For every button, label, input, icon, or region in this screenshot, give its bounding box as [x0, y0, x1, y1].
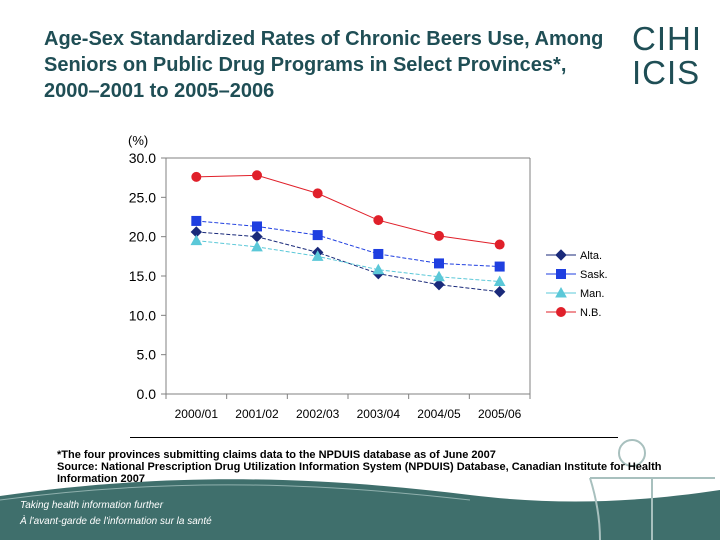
data-point-alta	[251, 230, 263, 243]
footnote: *The four provinces submitting claims da…	[57, 449, 677, 485]
data-point-sask	[191, 215, 202, 226]
series-sask	[191, 215, 505, 272]
data-point-man	[190, 234, 203, 246]
data-point-man	[493, 275, 506, 287]
series-line-man	[196, 240, 500, 283]
legend-label: Alta.	[580, 250, 602, 262]
series-alta	[190, 226, 506, 298]
data-point-sask	[373, 248, 384, 259]
data-point-sask	[494, 261, 505, 272]
series-line-alta	[196, 231, 500, 293]
data-point-alta	[433, 278, 445, 291]
series-line-nb	[196, 174, 500, 246]
data-point-nb	[494, 239, 505, 250]
legend-item-sask: Sask.	[546, 269, 608, 281]
y-tick-label: 15.0	[129, 268, 156, 284]
series-line-sask	[196, 220, 500, 268]
footnote-source: Source: National Prescription Drug Utili…	[57, 461, 662, 485]
data-point-man	[372, 263, 385, 275]
data-point-man	[433, 270, 445, 282]
y-axis-label: (%)	[128, 133, 148, 148]
legend-label: Man.	[580, 288, 604, 300]
data-point-sask	[252, 221, 262, 232]
y-tick-label: 30.0	[129, 150, 156, 166]
footnote-line-1: *The four provinces submitting claims da…	[57, 449, 496, 461]
legend-item-man: Man.	[546, 286, 604, 300]
data-point-nb	[252, 170, 262, 181]
x-tick-label: 2001/02	[235, 407, 279, 421]
data-point-man	[251, 240, 263, 252]
x-tick-label: 2000/01	[175, 407, 219, 421]
logo-line-2: ICIS	[632, 54, 701, 91]
data-point-nb	[434, 230, 444, 241]
data-point-sask	[434, 258, 444, 269]
legend-marker	[556, 269, 566, 279]
footer-band-highlight	[0, 484, 471, 501]
x-tick-label: 2005/06	[478, 407, 522, 421]
chart-axes: 0.0 5.0 10.0 15.0 20.0 25.0 30.0 2000/01 2001/02…	[129, 150, 531, 421]
x-tick-label: 2004/05	[417, 407, 461, 421]
y-tick-label: 25.0	[129, 189, 156, 205]
footnote-divider	[130, 437, 618, 438]
data-point-alta	[493, 286, 506, 298]
legend-marker	[556, 307, 566, 317]
legend-item-alta: Alta.	[546, 249, 602, 262]
footer-band	[0, 479, 720, 540]
data-point-sask	[312, 230, 323, 241]
logo-line-1: CIHI	[632, 20, 702, 57]
x-tick-label: 2003/04	[357, 407, 401, 421]
y-tick-label: 0.0	[137, 386, 157, 402]
chart-legend: Alta. Sask. Man. N.B.	[546, 249, 608, 319]
x-tick-label: 2002/03	[296, 407, 340, 421]
legend-label: Sask.	[580, 269, 608, 281]
cihi-logo: CIHI ICIS	[632, 20, 702, 91]
y-tick-label: 20.0	[129, 229, 156, 245]
tagline-english: Taking health information further	[20, 500, 164, 511]
series-man	[190, 234, 506, 287]
data-point-man	[311, 250, 324, 261]
tagline-french: À l'avant-garde de l'information sur la …	[20, 516, 212, 527]
y-tick-label: 10.0	[129, 307, 156, 323]
data-point-nb	[373, 215, 384, 226]
legend-label: N.B.	[580, 307, 601, 319]
data-point-nb	[191, 171, 202, 182]
data-point-nb	[312, 188, 323, 199]
legend-item-nb: N.B.	[546, 307, 601, 319]
chart-series	[190, 170, 506, 298]
y-tick-label: 5.0	[137, 347, 157, 363]
chart-title: Age-Sex Standardized Rates of Chronic Be…	[44, 28, 604, 102]
decorative-logo-mark	[589, 439, 715, 540]
legend-marker	[555, 249, 567, 261]
legend-marker	[555, 286, 567, 298]
series-nb	[191, 170, 505, 250]
